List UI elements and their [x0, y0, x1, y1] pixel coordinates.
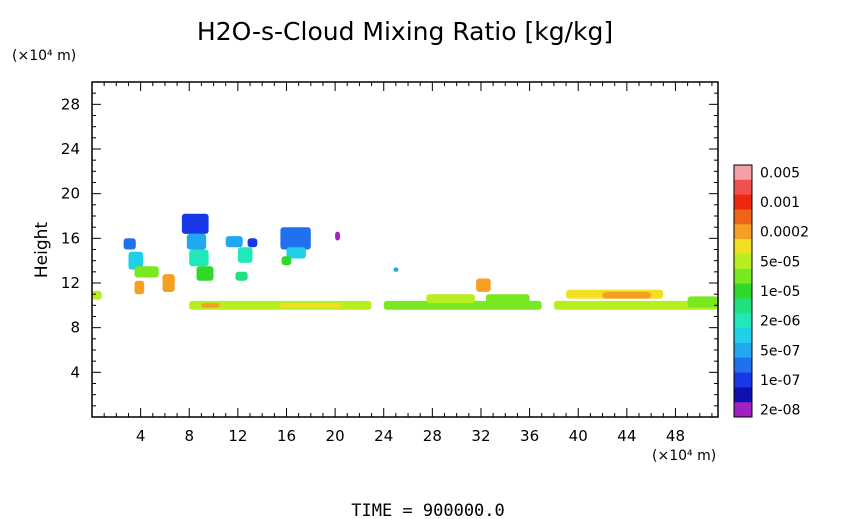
colorbar-label-6: 5e-05 [760, 254, 800, 270]
cloud-region-24 [476, 278, 491, 292]
x-tick-label-16: 16 [277, 427, 296, 445]
colorbar-swatch-7 [734, 268, 752, 284]
cloud-region-8 [189, 249, 209, 267]
x-tick-label-4: 4 [136, 427, 146, 445]
y-unit-label: (×10⁴ m) [12, 48, 76, 64]
cloud-region-10 [225, 236, 243, 248]
y-tick-label-8: 8 [70, 319, 80, 337]
colorbar-swatch-6 [734, 253, 752, 270]
colorbar-swatch-0 [734, 165, 752, 181]
y-axis-label: Height [32, 222, 52, 279]
colorbar-label-4: 0.0002 [760, 225, 809, 241]
time-footer: TIME = 900000.0 [351, 501, 505, 519]
x-tick-label-8: 8 [184, 427, 194, 445]
colorbar-frame [733, 164, 753, 418]
cloud-region-25 [485, 294, 530, 308]
cloud-region-5 [162, 274, 175, 292]
colorbar-swatch-14 [734, 372, 752, 388]
x-tick-label-12: 12 [228, 427, 247, 445]
plot-area [92, 213, 718, 310]
colorbar-label-8: 1e-05 [760, 284, 800, 300]
cloud-region-28 [602, 291, 652, 299]
cloud-region-12 [237, 247, 253, 263]
colorbar-swatch-16 [734, 402, 752, 418]
colorbar-label-14: 1e-07 [760, 373, 800, 389]
x-unit-label: (×10⁴ m) [652, 448, 716, 464]
colorbar-swatch-11 [734, 328, 752, 344]
chart-title: H2O-s-Cloud Mixing Ratio [kg/kg] [197, 17, 613, 46]
cloud-region-3 [134, 266, 159, 278]
x-tick-label-48: 48 [666, 427, 685, 445]
colorbar-swatch-1 [734, 179, 752, 195]
x-tick-label-28: 28 [423, 427, 442, 445]
colorbar-swatch-8 [734, 283, 752, 299]
colorbar-swatch-4 [734, 224, 752, 240]
colorbar-label-0: 0.005 [760, 165, 800, 181]
cloud-region-13 [235, 271, 248, 281]
cloud-region-23 [426, 294, 475, 304]
y-tick-label-16: 16 [61, 229, 80, 247]
cloud-region-4 [134, 280, 145, 295]
cloud-region-1 [123, 238, 136, 250]
colorbar-swatch-9 [734, 298, 752, 314]
colorbar-swatch-5 [734, 239, 752, 255]
cloud-region-0 [92, 290, 102, 300]
cloud-region-16 [335, 231, 340, 241]
cloud-region-26 [553, 300, 718, 310]
y-tick-label-4: 4 [70, 363, 80, 381]
x-tick-label-24: 24 [374, 427, 393, 445]
colorbar-swatch-2 [734, 194, 752, 210]
colorbar: 0.005 0.001 0.0002 5e-05 1e-05 2e-06 5e-07 1e-0… [733, 164, 809, 419]
cloud-region-2 [128, 251, 144, 270]
cloud-region-15 [286, 247, 306, 259]
colorbar-swatch-13 [734, 357, 752, 373]
cloud-region-17 [281, 256, 292, 266]
colorbar-swatch-15 [734, 387, 752, 403]
colorbar-label-10: 2e-06 [760, 314, 800, 330]
colorbar-label-12: 5e-07 [760, 343, 800, 359]
x-tick-label-40: 40 [569, 427, 588, 445]
cloud-region-9 [196, 266, 214, 281]
colorbar-swatch-12 [734, 342, 752, 359]
x-tick-label-20: 20 [326, 427, 345, 445]
x-tick-label-36: 36 [520, 427, 539, 445]
colorbar-label-2: 0.001 [760, 195, 800, 211]
cloud-region-7 [186, 233, 207, 250]
cloud-region-20 [201, 303, 220, 308]
plot-frame [91, 81, 719, 418]
cloud-region-6 [181, 213, 209, 234]
colorbar-swatch-3 [734, 209, 752, 225]
y-tick-label-24: 24 [61, 140, 80, 158]
cloud-region-11 [247, 238, 258, 248]
cloud-region-21 [280, 303, 342, 308]
cloud-region-29 [687, 296, 718, 308]
cloud-region-18 [393, 267, 399, 272]
x-tick-label-32: 32 [471, 427, 490, 445]
colorbar-swatch-10 [734, 313, 752, 329]
colorbar-label-16: 2e-08 [760, 403, 800, 419]
y-tick-label-28: 28 [61, 95, 80, 113]
cloud-region-14 [280, 227, 311, 250]
y-tick-label-20: 20 [61, 185, 80, 203]
x-tick-label-44: 44 [617, 427, 636, 445]
y-tick-label-12: 12 [61, 274, 80, 292]
